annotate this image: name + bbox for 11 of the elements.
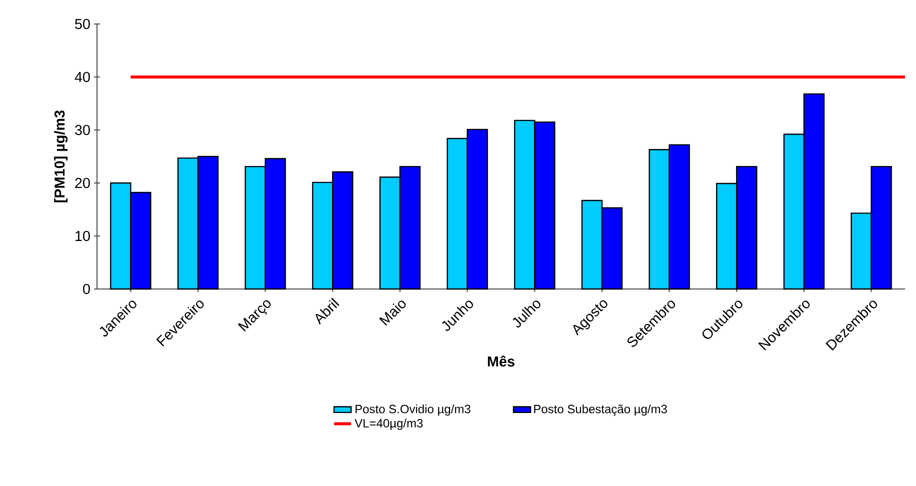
y-axis-title: [PM10] µg/m3: [54, 110, 68, 202]
x-axis-title: Mês: [488, 356, 514, 367]
legend-label: VL=40µg/m3: [354, 418, 423, 430]
y-tick-label: 40: [74, 72, 90, 82]
legend-label: Posto S.Ovidio µg/m3: [356, 404, 470, 416]
legend-label: Posto Subestação µg/m3: [534, 404, 667, 416]
y-tick-label: 50: [75, 18, 90, 30]
y-tick-label: 30: [75, 124, 90, 136]
y-tick-label: 0: [83, 284, 90, 294]
y-tick-label: 20: [75, 178, 90, 188]
y-tick-label: 10: [76, 230, 90, 242]
